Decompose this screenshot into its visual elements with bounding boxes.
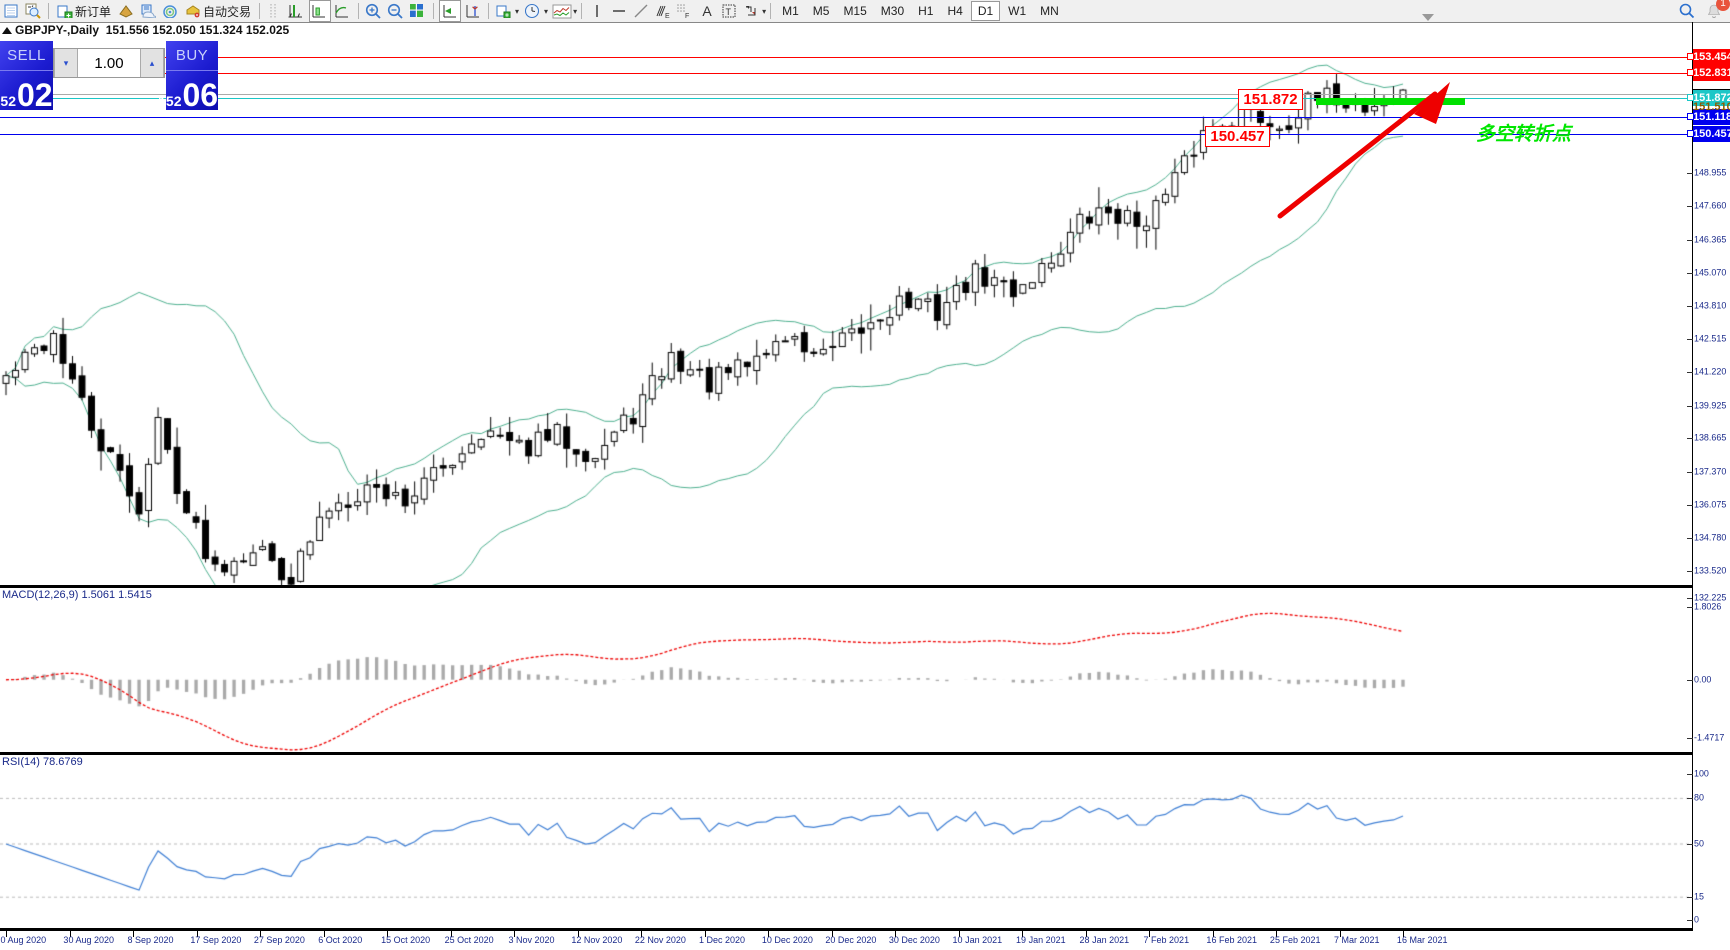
svg-text:E: E: [665, 13, 670, 19]
svg-text:T: T: [726, 7, 732, 17]
svg-text:F: F: [685, 13, 689, 19]
